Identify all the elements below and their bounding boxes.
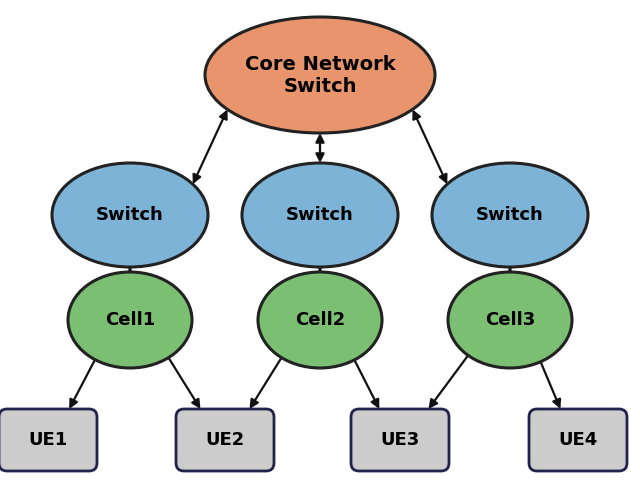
- FancyArrowPatch shape: [168, 358, 199, 407]
- FancyArrowPatch shape: [126, 262, 134, 277]
- FancyBboxPatch shape: [176, 409, 274, 471]
- Text: UE3: UE3: [380, 431, 420, 449]
- FancyArrowPatch shape: [413, 112, 447, 182]
- Ellipse shape: [432, 163, 588, 267]
- Text: Cell1: Cell1: [105, 311, 155, 329]
- FancyArrowPatch shape: [316, 262, 324, 277]
- Ellipse shape: [258, 272, 382, 368]
- FancyArrowPatch shape: [316, 136, 324, 161]
- FancyBboxPatch shape: [351, 409, 449, 471]
- FancyArrowPatch shape: [355, 360, 378, 407]
- Ellipse shape: [205, 17, 435, 133]
- Text: Switch: Switch: [286, 206, 354, 224]
- FancyArrowPatch shape: [251, 358, 282, 407]
- Text: UE1: UE1: [28, 431, 68, 449]
- FancyArrowPatch shape: [506, 262, 514, 277]
- Text: Core Network
Switch: Core Network Switch: [244, 55, 396, 95]
- Text: Cell3: Cell3: [485, 311, 535, 329]
- Ellipse shape: [448, 272, 572, 368]
- FancyArrowPatch shape: [430, 355, 468, 407]
- Ellipse shape: [68, 272, 192, 368]
- Text: UE2: UE2: [205, 431, 244, 449]
- Text: UE4: UE4: [558, 431, 598, 449]
- FancyArrowPatch shape: [541, 362, 560, 407]
- Ellipse shape: [242, 163, 398, 267]
- FancyBboxPatch shape: [0, 409, 97, 471]
- Text: Switch: Switch: [476, 206, 544, 224]
- FancyArrowPatch shape: [193, 112, 227, 182]
- Text: Switch: Switch: [96, 206, 164, 224]
- Text: Cell2: Cell2: [295, 311, 345, 329]
- Ellipse shape: [52, 163, 208, 267]
- FancyBboxPatch shape: [529, 409, 627, 471]
- FancyArrowPatch shape: [70, 360, 95, 407]
